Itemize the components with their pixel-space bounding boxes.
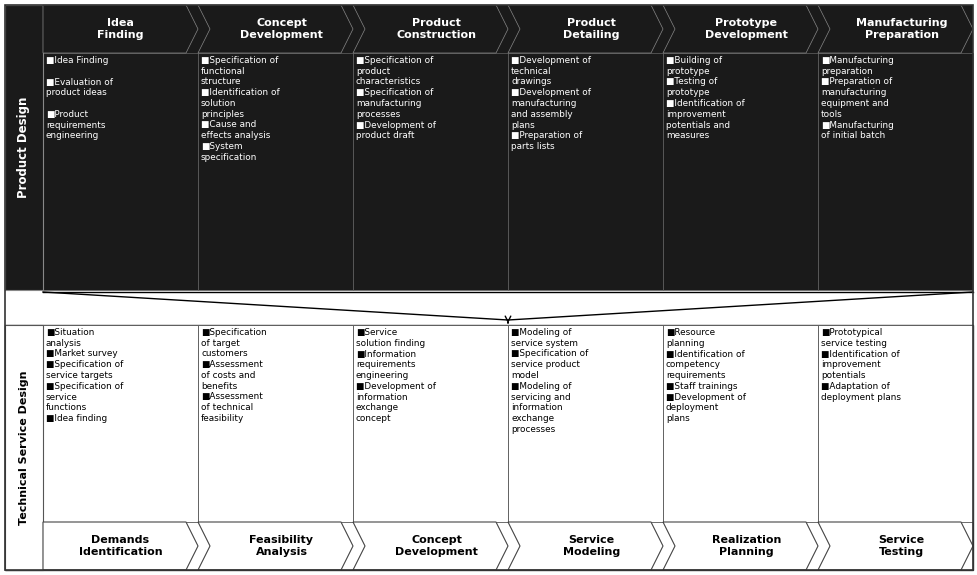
Text: ■Situation
analysis
■Market survey
■Specification of
service targets
■Specificat: ■Situation analysis ■Market survey ■Spec… — [46, 328, 123, 423]
Text: Service
Testing: Service Testing — [877, 535, 923, 557]
Bar — [197, 325, 353, 522]
Text: Technical Service Design: Technical Service Design — [19, 370, 29, 525]
Text: Service
Modeling: Service Modeling — [563, 535, 619, 557]
Text: ■Specification
of target
customers
■Assessment
of costs and
benefits
■Assessment: ■Specification of target customers ■Asse… — [201, 328, 267, 423]
Text: ■Manufacturing
preparation
■Preparation of
manufacturing
equipment and
tools
■Ma: ■Manufacturing preparation ■Preparation … — [820, 56, 893, 140]
Polygon shape — [353, 522, 507, 570]
Text: Concept
Development: Concept Development — [239, 18, 322, 40]
Polygon shape — [43, 5, 197, 53]
Text: Feasibility
Analysis: Feasibility Analysis — [249, 535, 314, 557]
Bar — [662, 325, 817, 522]
Polygon shape — [507, 5, 662, 53]
Polygon shape — [507, 522, 662, 570]
Text: ■Resource
planning
■Identification of
competency
requirements
■Staff trainings
■: ■Resource planning ■Identification of co… — [665, 328, 745, 423]
Polygon shape — [817, 522, 972, 570]
Text: ■Specification of
functional
structure
■Identification of
solution
principles
■C: ■Specification of functional structure ■… — [201, 56, 279, 162]
Text: Prototype
Development: Prototype Development — [704, 18, 787, 40]
Text: Manufacturing
Preparation: Manufacturing Preparation — [855, 18, 947, 40]
Bar — [43, 53, 197, 290]
Text: Idea
Finding: Idea Finding — [97, 18, 144, 40]
Text: Demands
Identification: Demands Identification — [78, 535, 162, 557]
Bar — [5, 325, 972, 570]
Text: Product
Detailing: Product Detailing — [563, 18, 619, 40]
Polygon shape — [662, 522, 817, 570]
Text: ■Modeling of
service system
■Specification of
service product
model
■Modeling of: ■Modeling of service system ■Specificati… — [510, 328, 588, 434]
Bar — [5, 5, 43, 290]
Polygon shape — [662, 5, 817, 53]
Polygon shape — [197, 522, 353, 570]
Bar — [507, 53, 662, 290]
Bar — [817, 53, 972, 290]
Bar — [5, 325, 43, 570]
Text: ■Development of
technical
drawings
■Development of
manufacturing
and assembly
pl: ■Development of technical drawings ■Deve… — [510, 56, 590, 151]
Text: ■Building of
prototype
■Testing of
prototype
■Identification of
improvement
pote: ■Building of prototype ■Testing of proto… — [665, 56, 744, 140]
Bar — [507, 325, 662, 522]
Text: Product
Construction: Product Construction — [396, 18, 476, 40]
Text: ■Specification of
product
characteristics
■Specification of
manufacturing
proces: ■Specification of product characteristic… — [356, 56, 436, 140]
Bar — [43, 5, 972, 290]
Bar — [43, 325, 197, 522]
Polygon shape — [353, 5, 507, 53]
Text: ■Service
solution finding
■Information
requirements
engineering
■Development of
: ■Service solution finding ■Information r… — [356, 328, 436, 423]
Text: Product Design: Product Design — [18, 97, 30, 198]
Polygon shape — [817, 5, 972, 53]
Text: Realization
Planning: Realization Planning — [711, 535, 781, 557]
Text: ■Prototypical
service testing
■Identification of
improvement
potentials
■Adaptat: ■Prototypical service testing ■Identific… — [820, 328, 900, 401]
Polygon shape — [197, 5, 353, 53]
Polygon shape — [43, 522, 197, 570]
Bar — [353, 53, 507, 290]
Bar — [197, 53, 353, 290]
Text: ■Idea Finding

■Evaluation of
product ideas

■Product
requirements
engineering: ■Idea Finding ■Evaluation of product ide… — [46, 56, 113, 140]
Bar — [662, 53, 817, 290]
Text: Concept
Development: Concept Development — [395, 535, 478, 557]
Bar — [353, 325, 507, 522]
Bar — [817, 325, 972, 522]
